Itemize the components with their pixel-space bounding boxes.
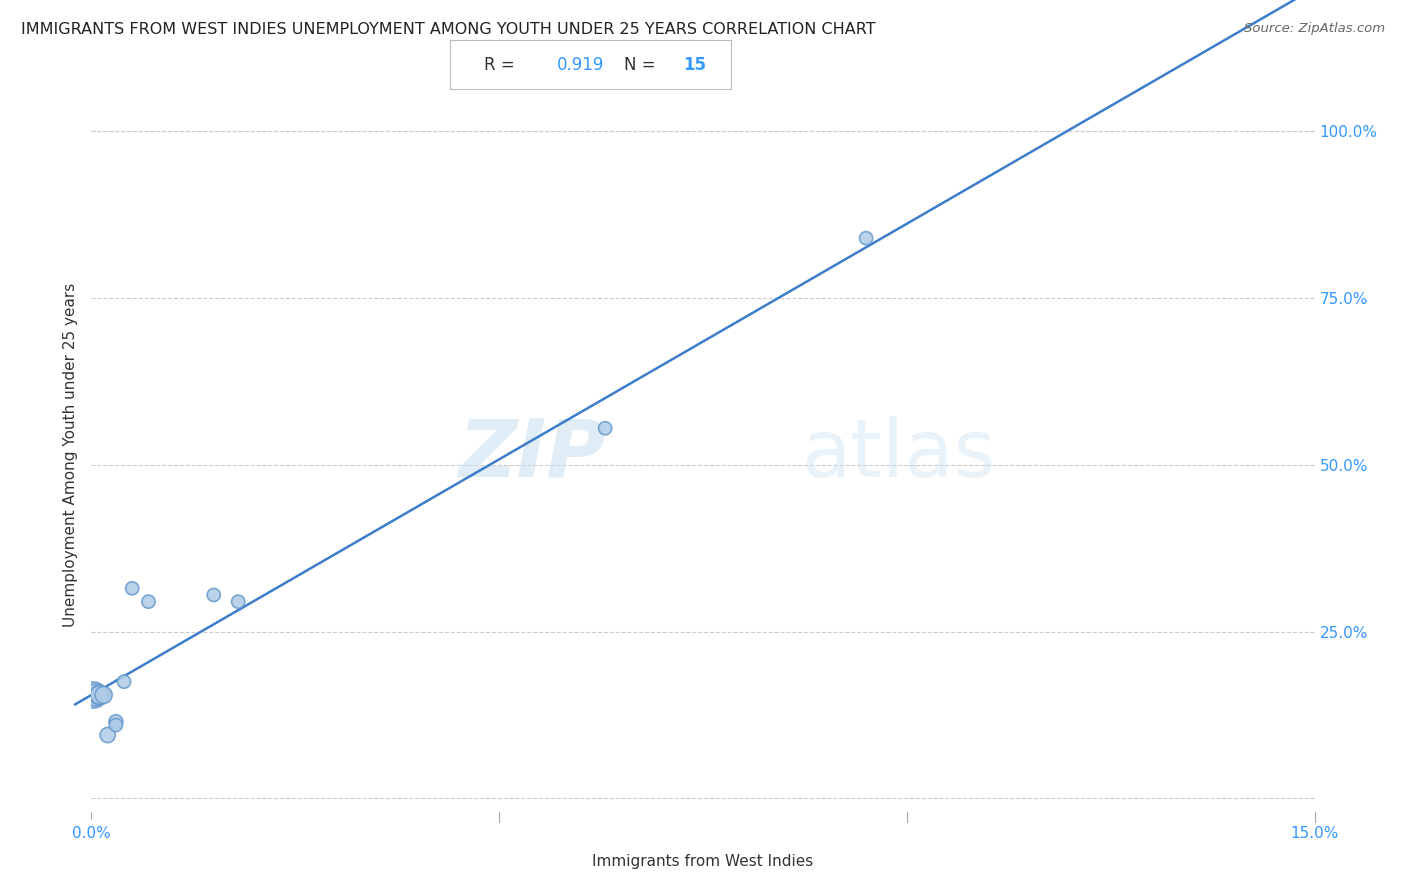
Point — [83, 688, 105, 702]
Point — [138, 594, 160, 608]
Point — [93, 688, 115, 702]
Text: 15: 15 — [683, 55, 706, 74]
Point — [121, 582, 143, 596]
X-axis label: Immigrants from West Indies: Immigrants from West Indies — [592, 855, 814, 870]
Text: IMMIGRANTS FROM WEST INDIES UNEMPLOYMENT AMONG YOUTH UNDER 25 YEARS CORRELATION : IMMIGRANTS FROM WEST INDIES UNEMPLOYMENT… — [21, 22, 876, 37]
Point — [112, 674, 135, 689]
Point — [84, 688, 107, 702]
Point — [202, 588, 225, 602]
Point — [855, 231, 877, 245]
Text: 0.919: 0.919 — [557, 55, 605, 74]
Text: atlas: atlas — [801, 416, 995, 494]
Point — [226, 594, 249, 608]
Point — [97, 728, 120, 742]
Point — [104, 718, 127, 732]
Y-axis label: Unemployment Among Youth under 25 years: Unemployment Among Youth under 25 years — [62, 283, 77, 627]
Point — [89, 688, 111, 702]
Point — [593, 421, 616, 435]
Point — [104, 714, 127, 729]
Text: Source: ZipAtlas.com: Source: ZipAtlas.com — [1244, 22, 1385, 36]
Text: R =: R = — [484, 55, 520, 74]
Text: ZIP: ZIP — [458, 416, 605, 494]
Text: N =: N = — [624, 55, 661, 74]
Point — [89, 688, 111, 702]
